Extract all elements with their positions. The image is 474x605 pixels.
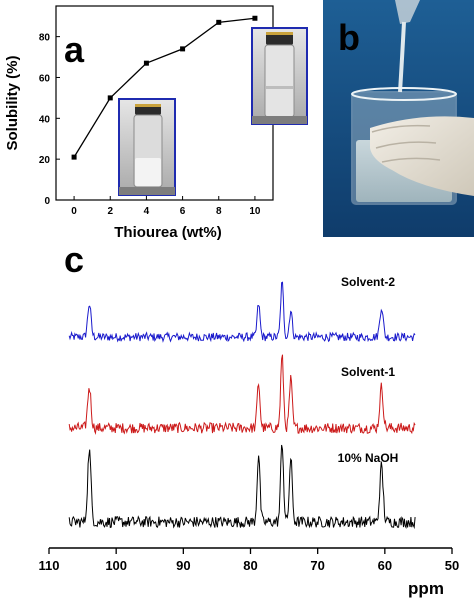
panel-a-y-tick-label: 80 xyxy=(39,33,51,44)
panel-a-data-point xyxy=(180,46,186,52)
panel-a-data-point xyxy=(107,95,113,101)
panel-a-data-point xyxy=(143,60,149,66)
panel-a-y-axis-title: Solubility (%) xyxy=(4,56,21,151)
panel-a-solubility-chart: 0 20 40 60 80 0 2 4 6 8 10 a Thiourea (wt%) Solub… xyxy=(4,5,308,241)
panel-c-x-tick-label: 100 xyxy=(105,558,127,573)
panel-c-x-ticks: 110 100 90 80 70 60 50 xyxy=(39,548,459,573)
panel-c-traces xyxy=(68,281,416,530)
panel-a-y-ticks: 0 20 40 60 80 xyxy=(39,33,60,207)
panel-a-y-tick-label: 20 xyxy=(39,155,51,166)
panel-c-x-tick-label: 80 xyxy=(243,558,257,573)
panel-a-data-points xyxy=(71,15,258,160)
nmr-trace-label: 10% NaOH xyxy=(338,451,399,465)
panel-b-letter: b xyxy=(338,17,360,58)
panel-a-data-point xyxy=(216,19,222,25)
panel-a-data-point xyxy=(252,15,258,21)
panel-b-beaker-photo: b xyxy=(323,0,474,237)
panel-c-letter: c xyxy=(64,239,84,280)
vial-photo-low-solubility xyxy=(118,98,176,196)
panel-c-x-tick-label: 50 xyxy=(445,558,459,573)
panel-a-x-ticks: 0 2 4 6 8 10 xyxy=(71,196,261,217)
panel-c-x-tick-label: 70 xyxy=(310,558,324,573)
nmr-trace-label: Solvent-1 xyxy=(341,365,395,379)
panel-a-letter: a xyxy=(64,29,85,70)
panel-c-nmr-spectra: c Solvent-2 Solvent-1 10% NaOH 110 100 90 80 7… xyxy=(39,239,460,598)
panel-a-y-tick-label: 40 xyxy=(39,114,51,125)
panel-a-x-axis-title: Thiourea (wt%) xyxy=(114,224,222,241)
panel-a-y-tick-label: 60 xyxy=(39,73,51,84)
nmr-trace-3 xyxy=(68,444,416,530)
panel-a-y-tick-label: 0 xyxy=(44,196,50,207)
nmr-trace-1 xyxy=(68,281,416,343)
nmr-trace-2 xyxy=(68,354,416,436)
panel-a-x-tick-label: 4 xyxy=(144,206,150,217)
panel-a-x-tick-label: 8 xyxy=(216,206,222,217)
nmr-trace-label: Solvent-2 xyxy=(341,275,395,289)
panel-a-data-point xyxy=(71,154,77,160)
panel-c-x-axis-title: ppm xyxy=(408,579,444,598)
panel-a-x-tick-label: 0 xyxy=(71,206,77,217)
panel-c-x-tick-label: 60 xyxy=(378,558,392,573)
vial-photo-high-solubility xyxy=(251,27,308,125)
panel-c-x-tick-label: 110 xyxy=(39,558,60,573)
panel-a-x-tick-label: 2 xyxy=(107,206,113,217)
panel-a-x-tick-label: 6 xyxy=(180,206,186,217)
panel-a-x-tick-label: 10 xyxy=(249,206,261,217)
panel-c-trace-labels: Solvent-2 Solvent-1 10% NaOH xyxy=(338,275,399,465)
panel-a-data-line xyxy=(73,17,255,158)
panel-c-x-tick-label: 90 xyxy=(176,558,190,573)
